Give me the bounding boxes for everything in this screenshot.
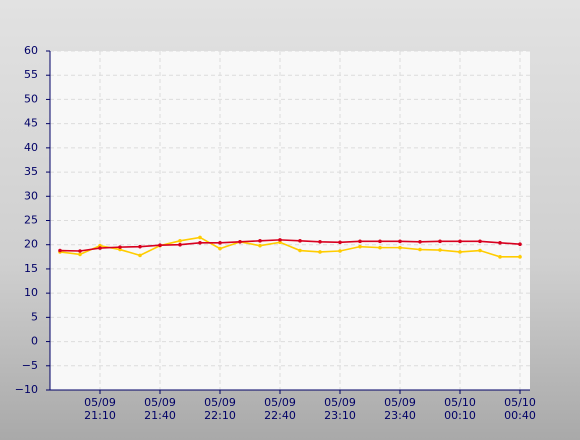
- y-tick-label: 30: [24, 189, 38, 202]
- point: [198, 240, 202, 245]
- point: [378, 239, 382, 244]
- y-tick-label: 10: [24, 286, 38, 299]
- point: [518, 255, 522, 259]
- y-tick-label: 5: [31, 310, 38, 323]
- point: [138, 253, 142, 258]
- point: [298, 248, 302, 253]
- point: [358, 239, 362, 244]
- point: [458, 250, 462, 254]
- y-tick-label: 35: [24, 165, 38, 178]
- point: [418, 247, 422, 252]
- point: [198, 235, 202, 240]
- y-tick-label: 25: [24, 214, 38, 227]
- point: [78, 252, 82, 257]
- series-line: [59, 239, 521, 252]
- point: [118, 245, 122, 249]
- point: [438, 239, 442, 244]
- y-tick-label: −10: [15, 383, 38, 396]
- point: [218, 246, 222, 251]
- point: [498, 240, 502, 245]
- x-tick-label: 05/09 21:40: [144, 396, 176, 422]
- point: [358, 244, 362, 249]
- point: [58, 248, 62, 253]
- point: [178, 239, 182, 243]
- x-tick-label: 05/10 00:40: [504, 396, 536, 422]
- point: [518, 242, 522, 247]
- x-tick-label: 05/10 00:10: [444, 396, 476, 422]
- point: [478, 239, 482, 244]
- point: [398, 245, 402, 250]
- y-tick-label: 0: [31, 335, 38, 348]
- x-tick-label: 05/09 22:40: [264, 396, 296, 422]
- point: [398, 239, 402, 244]
- point: [258, 243, 262, 248]
- point: [378, 245, 382, 250]
- point: [98, 246, 102, 250]
- point: [78, 249, 82, 253]
- y-tick-label: 55: [24, 68, 38, 81]
- y-tick-label: 45: [24, 117, 38, 130]
- point: [318, 250, 322, 254]
- point: [318, 240, 322, 244]
- x-tick-label: 05/09 23:40: [384, 396, 416, 422]
- point: [298, 239, 302, 243]
- point: [238, 240, 242, 244]
- y-tick-label: −5: [22, 359, 38, 372]
- point: [438, 248, 442, 252]
- point: [338, 240, 342, 245]
- y-tick-label: 15: [24, 262, 38, 275]
- point: [278, 238, 282, 242]
- series-line: [59, 236, 520, 258]
- point: [178, 242, 182, 247]
- point: [338, 249, 342, 253]
- y-tick-label: 60: [24, 44, 38, 57]
- point: [138, 244, 142, 249]
- point: [478, 248, 482, 253]
- y-tick-label: 40: [24, 141, 38, 154]
- point: [418, 240, 422, 244]
- point: [498, 255, 502, 259]
- x-tick-label: 05/09 21:10: [84, 396, 116, 422]
- x-tick-label: 05/09 22:10: [204, 396, 236, 422]
- point: [158, 243, 162, 247]
- point: [458, 239, 462, 244]
- y-tick-label: 20: [24, 238, 38, 251]
- point: [218, 240, 222, 245]
- point: [258, 239, 262, 243]
- y-tick-label: 50: [24, 92, 38, 105]
- x-tick-label: 05/09 23:10: [324, 396, 356, 422]
